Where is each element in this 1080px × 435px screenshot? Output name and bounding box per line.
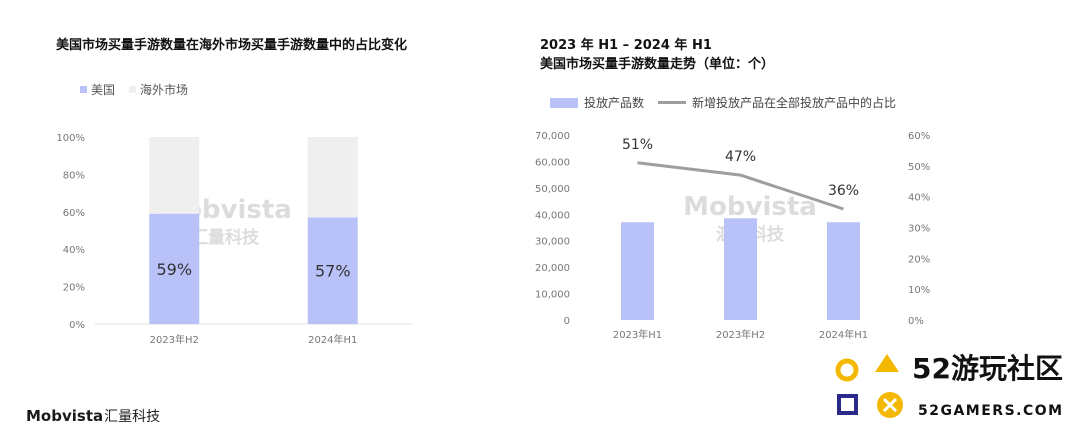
left-chart: Mobvista 汇量科技 0%20%40%60%80%100%59%2023年… <box>56 133 412 346</box>
watermark-cn-left: 汇量科技 <box>191 227 260 248</box>
legend-label-overseas: 海外市场 <box>140 83 189 97</box>
right-y-tick-label-left: 10,000 <box>535 290 570 301</box>
logo-square-icon <box>837 394 858 415</box>
bar-products <box>724 218 757 320</box>
legend-swatch-overseas <box>129 86 137 93</box>
right-y-tick-label-right: 0% <box>908 316 924 327</box>
logo-triangle-icon <box>875 354 899 372</box>
right-y-tick-label-left: 40,000 <box>535 210 570 221</box>
bar-overseas <box>149 137 200 214</box>
left-x-tick-label: 2023年H2 <box>150 333 199 346</box>
right-y-tick-label-right: 40% <box>908 193 930 204</box>
left-y-tick-label: 0% <box>69 320 85 331</box>
right-legend: 投放产品数 新增投放产品在全部投放产品中的占比 <box>550 94 910 111</box>
bar-us <box>149 213 200 324</box>
bar-us <box>307 217 358 324</box>
legend-label-products: 投放产品数 <box>584 96 645 110</box>
right-y-tick-label-left: 70,000 <box>535 131 570 142</box>
legend-swatch-new-ratio <box>658 101 687 104</box>
legend-swatch-us <box>80 86 87 93</box>
left-chart-title: 美国市场买量手游数量在海外市场买量手游数量中的占比变化 <box>56 38 408 53</box>
left-y-tick-label: 60% <box>63 208 85 219</box>
bar-data-label: 59% <box>156 260 192 279</box>
line-data-label: 36% <box>828 183 859 199</box>
right-chart-title-line1: 2023 年 H1 – 2024 年 H1 <box>540 38 712 53</box>
logo-url: 52GAMERS.COM <box>918 403 1064 419</box>
legend-item-overseas: 海外市场 <box>129 81 188 98</box>
watermark-mobvista-right: Mobvista <box>683 192 817 222</box>
right-x-tick-label: 2024年H1 <box>819 328 868 341</box>
bar-products <box>827 222 860 320</box>
bar-products <box>621 222 654 320</box>
right-y-tick-label-right: 10% <box>908 285 930 296</box>
right-chart-title-line2: 美国市场买量手游数量走势（单位：个） <box>540 57 775 72</box>
right-chart: Mobvista 汇量科技 010,00020,00030,00040,0005… <box>535 131 930 341</box>
right-y-tick-label-left: 30,000 <box>535 237 570 248</box>
site-logo: 52游玩社区 52GAMERS.COM <box>835 352 1064 419</box>
logo-title: 52游玩社区 <box>912 352 1063 385</box>
legend-label-us: 美国 <box>91 83 116 97</box>
brand-logo: Mobvista汇量科技 <box>26 406 160 426</box>
right-y-tick-label-right: 50% <box>908 162 930 173</box>
right-y-tick-label-left: 60,000 <box>535 157 570 168</box>
legend-item-products: 投放产品数 <box>550 94 644 111</box>
brand-sub: 汇量科技 <box>104 409 161 425</box>
legend-item-new-ratio: 新增投放产品在全部投放产品中的占比 <box>658 94 896 111</box>
legend-item-us: 美国 <box>80 81 115 98</box>
bar-overseas <box>307 137 358 218</box>
right-y-tick-label-left: 50,000 <box>535 184 570 195</box>
bar-data-label: 57% <box>315 262 351 281</box>
line-new-ratio <box>637 161 844 211</box>
brand-name: Mobvista <box>26 407 104 425</box>
logo-circle-icon <box>835 358 859 382</box>
left-legend: 美国 海外市场 <box>80 81 202 98</box>
legend-swatch-products <box>550 97 578 108</box>
left-x-tick-label: 2024年H1 <box>308 333 357 346</box>
right-x-tick-label: 2023年H2 <box>716 328 765 341</box>
right-x-tick-label: 2023年H1 <box>613 328 662 341</box>
line-data-label: 47% <box>725 149 756 165</box>
left-y-tick-label: 80% <box>63 170 85 181</box>
left-y-tick-label: 20% <box>63 283 85 294</box>
line-data-label: 51% <box>622 137 653 153</box>
left-y-tick-label: 40% <box>63 245 85 256</box>
logo-cross-icon <box>882 397 898 413</box>
right-y-tick-label-right: 20% <box>908 254 930 265</box>
right-y-tick-label-right: 30% <box>908 224 930 235</box>
left-y-tick-label: 100% <box>56 133 85 144</box>
right-y-tick-label-left: 20,000 <box>535 263 570 274</box>
right-y-tick-label-right: 60% <box>908 131 930 142</box>
legend-label-new-ratio: 新增投放产品在全部投放产品中的占比 <box>692 96 897 110</box>
right-y-tick-label-left: 0 <box>564 316 570 327</box>
